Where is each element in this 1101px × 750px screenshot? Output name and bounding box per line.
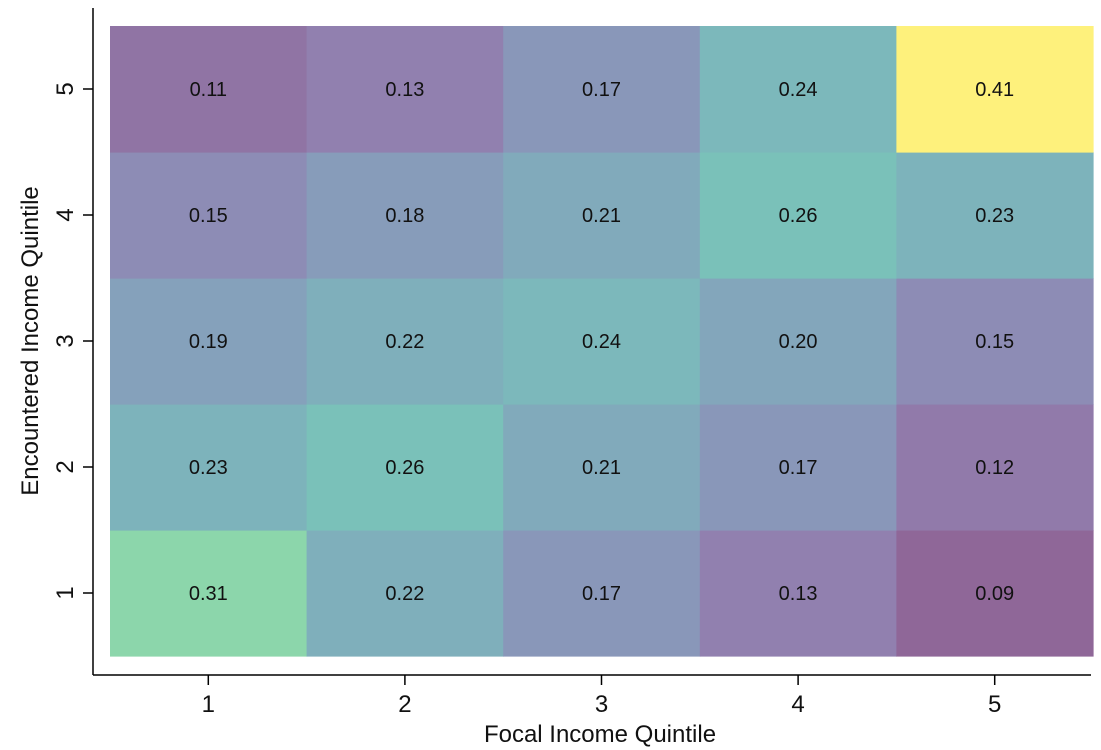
heatmap-cell-y3-x1 xyxy=(110,278,308,405)
cell-value-label: 0.22 xyxy=(385,583,424,605)
y-tick-label: 3 xyxy=(52,334,79,347)
heatmap-cell-y3-x4 xyxy=(699,278,897,405)
cell-value-label: 0.26 xyxy=(385,457,424,479)
y-tick-label: 1 xyxy=(52,586,79,599)
heatmap-cell-y5-x3 xyxy=(503,26,701,153)
heatmap-cell-y3-x3 xyxy=(503,278,701,405)
heatmap-cell-y1-x2 xyxy=(306,530,504,657)
heatmap-cell-y1-x1 xyxy=(110,530,308,657)
heatmap-cell-y5-x4 xyxy=(699,26,897,153)
heatmap-cell-y5-x2 xyxy=(306,26,504,153)
heatmap-cell-y3-x2 xyxy=(306,278,504,405)
cell-value-label: 0.22 xyxy=(385,331,424,353)
y-axis-label: Encountered Income Quintile xyxy=(17,186,44,496)
heatmap-cell-y1-x4 xyxy=(699,530,897,657)
x-tick-label: 5 xyxy=(988,691,1001,718)
heatmap-cell-y1-x3 xyxy=(503,530,701,657)
x-tick-label: 2 xyxy=(398,691,411,718)
heatmap-cell-y4-x5 xyxy=(896,152,1094,279)
cell-value-label: 0.24 xyxy=(582,331,621,353)
x-tick-label: 1 xyxy=(202,691,215,718)
heatmap-cell-y5-x5 xyxy=(896,26,1094,153)
y-tick-label: 5 xyxy=(52,82,79,95)
x-axis-ticks: 1 2 3 4 5 xyxy=(202,675,1001,718)
heatmap-cell-y2-x4 xyxy=(699,404,897,531)
x-axis-label: Focal Income Quintile xyxy=(484,721,716,748)
y-axis-ticks: 1 2 3 4 5 xyxy=(52,82,93,600)
cell-value-label: 0.41 xyxy=(975,79,1014,101)
cell-value-label: 0.17 xyxy=(779,457,818,479)
cell-value-label: 0.12 xyxy=(975,457,1014,479)
x-tick-label: 4 xyxy=(791,691,804,718)
heatmap-cell-y4-x2 xyxy=(306,152,504,279)
heatmap-cell-y2-x2 xyxy=(306,404,504,531)
cell-value-label: 0.15 xyxy=(189,205,228,227)
cell-value-label: 0.13 xyxy=(385,79,424,101)
heatmap-value-labels: 0.31 0.22 0.17 0.13 0.09 0.23 0.26 0.21 0.17 0.12… xyxy=(189,79,1014,605)
heatmap-cell-y4-x4 xyxy=(699,152,897,279)
x-tick-label: 3 xyxy=(595,691,608,718)
cell-value-label: 0.17 xyxy=(582,79,621,101)
heatmap-cell-y1-x5 xyxy=(896,530,1094,657)
cell-value-label: 0.17 xyxy=(582,583,621,605)
cell-value-label: 0.21 xyxy=(582,205,621,227)
cell-value-label: 0.21 xyxy=(582,457,621,479)
cell-value-label: 0.13 xyxy=(779,583,818,605)
heatmap-cell-y2-x5 xyxy=(896,404,1094,531)
heatmap-cell-y2-x1 xyxy=(110,404,308,531)
heatmap-cell-y5-x1 xyxy=(110,26,308,153)
cell-value-label: 0.09 xyxy=(975,583,1014,605)
cell-value-label: 0.20 xyxy=(779,331,818,353)
cell-value-label: 0.23 xyxy=(975,205,1014,227)
cell-value-label: 0.26 xyxy=(779,205,818,227)
cell-value-label: 0.18 xyxy=(385,205,424,227)
cell-value-label: 0.19 xyxy=(189,331,228,353)
y-tick-label: 2 xyxy=(52,460,79,473)
cell-value-label: 0.11 xyxy=(190,79,227,101)
heatmap-cells xyxy=(110,26,1094,657)
heatmap-cell-y4-x1 xyxy=(110,152,308,279)
y-tick-label: 4 xyxy=(52,208,79,221)
cell-value-label: 0.23 xyxy=(189,457,228,479)
heatmap-cell-y2-x3 xyxy=(503,404,701,531)
cell-value-label: 0.15 xyxy=(975,331,1014,353)
heatmap-cell-y3-x5 xyxy=(896,278,1094,405)
cell-value-label: 0.31 xyxy=(189,583,228,605)
heatmap-cell-y4-x3 xyxy=(503,152,701,279)
cell-value-label: 0.24 xyxy=(779,79,818,101)
